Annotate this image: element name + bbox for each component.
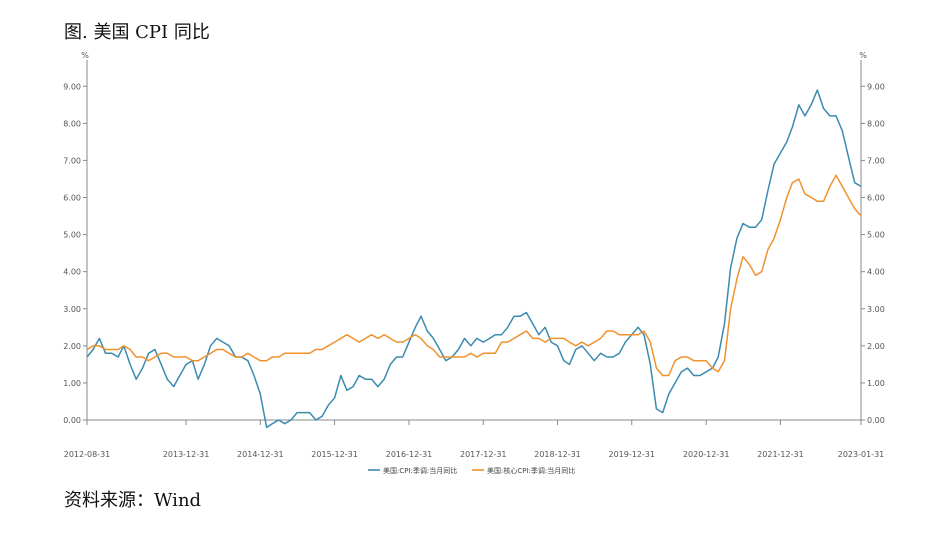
y-tick-label-left: 6.00	[63, 194, 81, 203]
y-tick-label-right: 3.00	[867, 305, 885, 314]
chart-lines	[86, 89, 862, 429]
y-tick-label-left: 3.00	[63, 305, 81, 314]
x-tick-label: 2020-12-31	[683, 450, 730, 459]
series-line-2	[86, 174, 862, 377]
y-tick-label-left: 1.00	[63, 379, 81, 388]
y-tick-label-right: 0.00	[867, 416, 885, 425]
y-tick-label-left: 7.00	[63, 156, 81, 165]
y-tick-label-right: 2.00	[867, 342, 885, 351]
legend-label-1: 美国:CPI:季调:当月同比	[383, 466, 457, 475]
y-tick-label-left: 0.00	[63, 416, 81, 425]
x-tick-label: 2015-12-31	[311, 450, 358, 459]
x-tick-label: 2012-08-31	[64, 450, 111, 459]
legend-label-2: 美国:核心CPI:季调:当月同比	[487, 466, 575, 475]
y-tick-label-right: 1.00	[867, 379, 885, 388]
x-tick-label: 2023-01-31	[838, 450, 885, 459]
y-tick-label-right: 8.00	[867, 119, 885, 128]
y-tick-label-left: 5.00	[63, 231, 81, 240]
y-unit-left: %	[81, 51, 89, 60]
x-tick-label: 2013-12-31	[163, 450, 210, 459]
x-tick-label: 2016-12-31	[386, 450, 433, 459]
y-tick-label-left: 4.00	[63, 268, 81, 277]
y-tick-label-left: 8.00	[63, 119, 81, 128]
y-tick-label-right: 6.00	[867, 194, 885, 203]
x-tick-label: 2017-12-31	[460, 450, 507, 459]
figure-title: 图. 美国 CPI 同比	[64, 22, 210, 43]
y-tick-label-left: 9.00	[63, 82, 81, 91]
x-tick-label: 2021-12-31	[757, 450, 804, 459]
series-line-1	[86, 89, 862, 429]
x-tick-label: 2018-12-31	[534, 450, 581, 459]
chart-axes: % % 0.00 0.00 1.00 1.00 2.00 2.00 3.00 3.00 4.00 4.…	[63, 51, 885, 459]
y-tick-label-right: 7.00	[867, 156, 885, 165]
y-tick-label-left: 2.00	[63, 342, 81, 351]
cpi-line-chart: % % 0.00 0.00 1.00 1.00 2.00 2.00 3.00 3.00 4.00 4.…	[63, 51, 885, 475]
y-tick-label-right: 9.00	[867, 82, 885, 91]
y-tick-label-right: 5.00	[867, 231, 885, 240]
chart-legend: 美国:CPI:季调:当月同比 美国:核心CPI:季调:当月同比	[368, 466, 575, 475]
y-unit-right: %	[859, 51, 867, 60]
y-tick-label-right: 4.00	[867, 268, 885, 277]
figure-source: 资料来源：Wind	[64, 490, 202, 511]
x-tick-label: 2019-12-31	[608, 450, 655, 459]
x-tick-label: 2014-12-31	[237, 450, 284, 459]
